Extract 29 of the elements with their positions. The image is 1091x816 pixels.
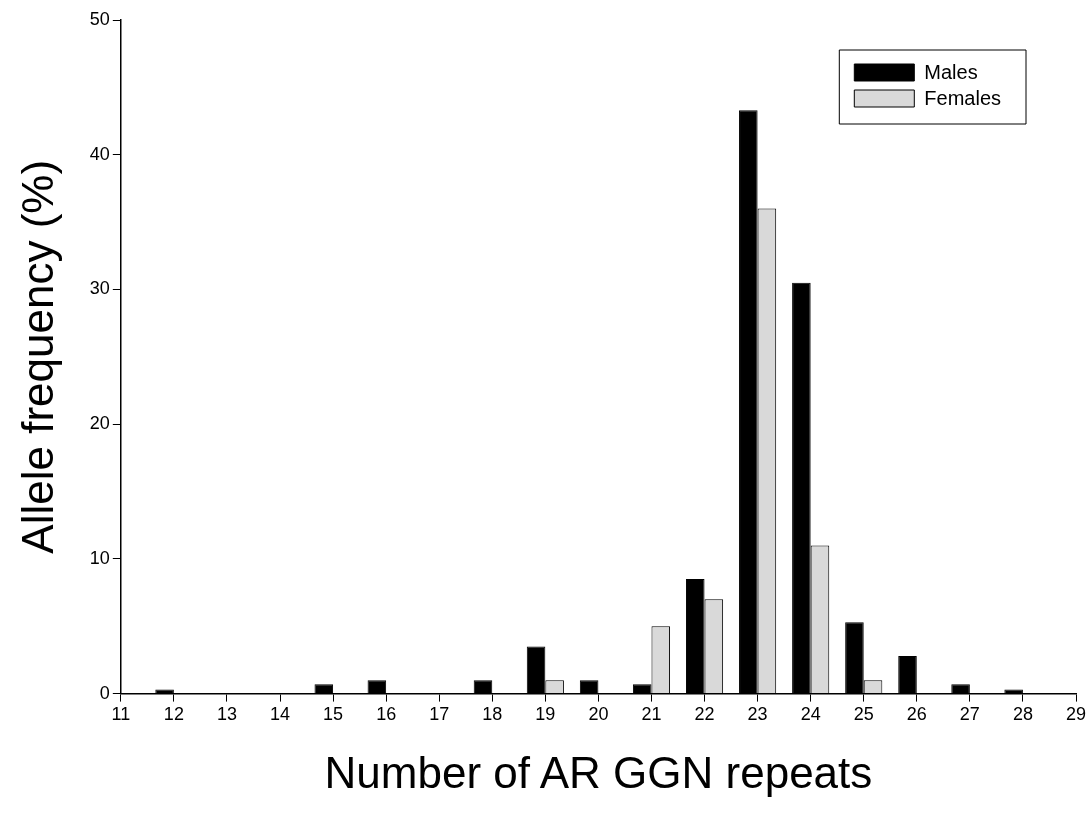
y-tick-label: 20 — [89, 413, 110, 434]
legend-label: Females — [924, 86, 1002, 109]
x-tick-label: 12 — [163, 704, 184, 725]
y-tick-label: 30 — [89, 278, 110, 299]
y-tick-label: 0 — [99, 682, 110, 703]
legend-label: Males — [924, 60, 978, 83]
x-tick-label: 29 — [1065, 704, 1087, 725]
x-tick-label: 15 — [323, 704, 344, 725]
x-tick-label: 25 — [853, 704, 874, 725]
x-tick-label: 14 — [270, 704, 291, 725]
y-tick-label: 40 — [89, 143, 110, 164]
x-tick-label: 21 — [641, 704, 662, 725]
x-tick-label: 24 — [800, 704, 821, 725]
x-tick-label: 27 — [959, 704, 980, 725]
x-tick-label: 16 — [376, 704, 397, 725]
x-tick-label: 28 — [1012, 704, 1033, 725]
y-tick-label: 10 — [89, 547, 110, 568]
x-tick-label: 18 — [482, 704, 503, 725]
x-tick-label: 20 — [588, 704, 609, 725]
x-axis-title: Number of AR GGN repeats — [324, 747, 873, 797]
y-tick-label: 50 — [89, 8, 110, 29]
x-tick-label: 17 — [429, 704, 450, 725]
x-tick-label: 26 — [906, 704, 927, 725]
y-axis-title: Allele frequency (%) — [12, 159, 62, 554]
x-tick-label: 23 — [747, 704, 768, 725]
x-tick-label: 13 — [216, 704, 237, 725]
x-tick-label: 19 — [535, 704, 556, 725]
x-tick-label: 11 — [111, 704, 131, 725]
x-tick-label: 22 — [694, 704, 715, 725]
